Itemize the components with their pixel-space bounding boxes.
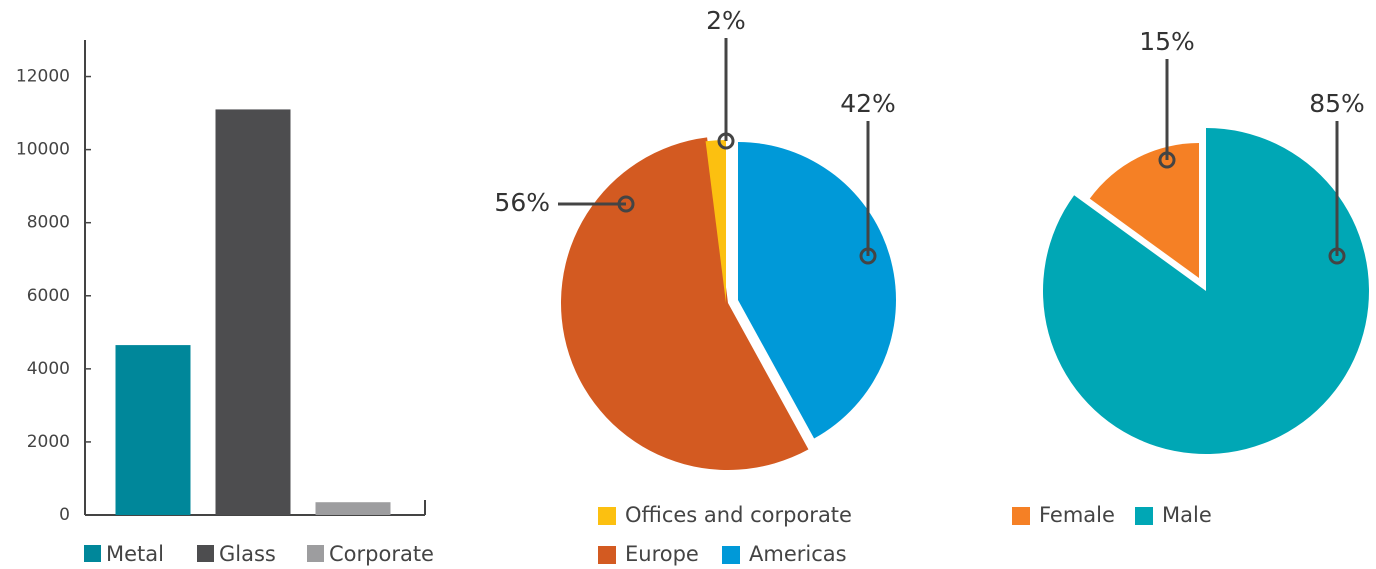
y-tick-label: 4000 <box>27 359 70 379</box>
pie-slice <box>1089 143 1199 278</box>
y-tick-label: 6000 <box>27 286 70 306</box>
leader-dot <box>717 132 735 150</box>
value-label: 85% <box>1309 89 1365 118</box>
legend-swatch <box>197 545 214 562</box>
bar <box>315 502 391 515</box>
pie-slice <box>705 140 726 303</box>
legend-label: Glass <box>219 542 276 566</box>
legend-swatch <box>598 546 616 564</box>
legend-swatch <box>307 545 324 562</box>
legend-label: Male <box>1162 503 1212 527</box>
legend-swatch <box>598 507 616 525</box>
legend-label: Europe <box>625 542 699 566</box>
leader-dot <box>859 247 877 265</box>
legend-swatch <box>1012 507 1030 525</box>
legend-label: Metal <box>106 542 164 566</box>
leader-dot <box>1328 247 1346 265</box>
pie-slice <box>1043 128 1369 454</box>
legend-swatch <box>1135 507 1153 525</box>
legend-label: Corporate <box>329 542 434 566</box>
y-tick-label: 0 <box>59 505 70 525</box>
pie-slice <box>738 142 897 439</box>
bar <box>115 345 191 515</box>
value-label: 2% <box>706 6 746 35</box>
pie-slice <box>561 137 809 471</box>
legend-label: Americas <box>749 542 847 566</box>
y-tick-label: 12000 <box>16 67 70 87</box>
value-label: 56% <box>494 188 550 217</box>
bar <box>215 109 291 515</box>
value-label: 42% <box>840 89 896 118</box>
leader-dot <box>617 195 635 213</box>
y-tick-label: 2000 <box>27 432 70 452</box>
legend-label: Offices and corporate <box>625 503 852 527</box>
legend-swatch <box>84 545 101 562</box>
value-label: 15% <box>1139 27 1195 56</box>
legend-swatch <box>722 546 740 564</box>
y-tick-label: 10000 <box>16 140 70 160</box>
leader-dot <box>1158 151 1176 169</box>
y-tick-label: 8000 <box>27 213 70 233</box>
legend-label: Female <box>1039 503 1115 527</box>
